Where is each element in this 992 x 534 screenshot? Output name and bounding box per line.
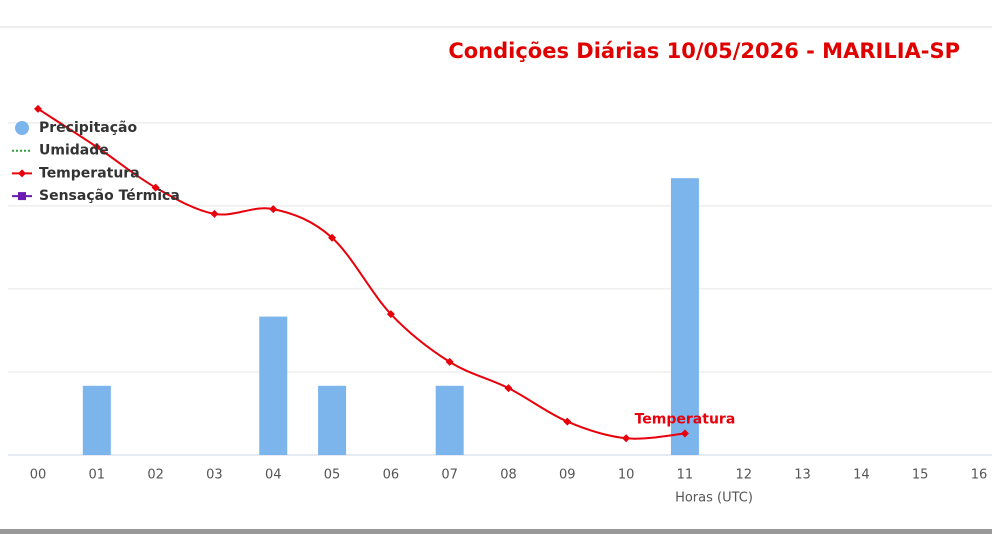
chart-title: Condições Diárias 10/05/2026 - MARILIA-S… (448, 39, 960, 63)
x-tick-label: 01 (89, 468, 106, 483)
x-tick-label: 07 (441, 468, 458, 483)
x-tick-label: 09 (559, 468, 576, 483)
x-tick-label: 05 (324, 468, 341, 483)
point-marker (504, 384, 513, 393)
x-tick-label: 16 (971, 468, 988, 483)
point-marker (680, 429, 689, 438)
x-tick-label: 10 (618, 468, 635, 483)
legend-symbol (15, 121, 29, 135)
x-tick-label: 03 (206, 468, 223, 483)
point-marker (328, 233, 337, 242)
point-marker (563, 417, 572, 426)
x-axis-label: Horas (UTC) (675, 491, 753, 506)
top-border (0, 26, 992, 28)
legend-label: Umidade (39, 143, 109, 159)
bottom-border (0, 529, 992, 534)
legend-symbol (18, 169, 26, 178)
x-tick-label: 15 (912, 468, 929, 483)
legend-label: Temperatura (39, 165, 140, 181)
x-tick-label: 06 (383, 468, 400, 483)
bar (670, 178, 699, 455)
x-tick-label: 08 (500, 468, 517, 483)
legend-symbol (18, 192, 26, 201)
point-marker (151, 183, 160, 192)
point-marker (34, 104, 42, 113)
data-label: Temperatura (635, 412, 736, 428)
x-tick-label: 12 (735, 468, 752, 483)
point-marker (92, 143, 101, 152)
bar (82, 385, 111, 455)
x-tick-label: 02 (147, 468, 164, 483)
x-tick-label: 04 (265, 468, 282, 483)
point-marker (269, 205, 278, 214)
x-tick-label: 00 (30, 468, 47, 483)
legend-label: Sensação Térmica (39, 188, 180, 204)
legend-label: Precipitação (39, 120, 137, 136)
bar (318, 385, 347, 455)
x-tick-label: 14 (853, 468, 870, 483)
bar (259, 316, 288, 455)
x-tick-label: 13 (794, 468, 811, 483)
point-marker (210, 209, 219, 218)
point-marker (445, 357, 454, 366)
bar (435, 385, 464, 455)
point-marker (622, 434, 631, 443)
x-tick-label: 11 (677, 468, 694, 483)
point-marker (386, 310, 395, 319)
